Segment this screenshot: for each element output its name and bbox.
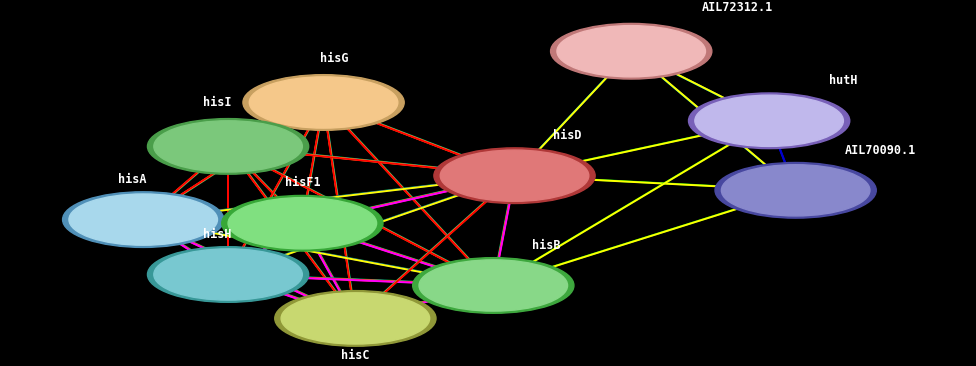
Text: hisG: hisG [320,52,348,65]
Circle shape [62,192,224,247]
Circle shape [228,198,377,249]
Circle shape [154,121,303,172]
Circle shape [434,148,595,203]
Circle shape [550,23,712,79]
Circle shape [154,249,303,300]
Circle shape [275,291,436,346]
Text: hisA: hisA [118,173,146,186]
Text: hisF1: hisF1 [285,176,320,190]
Circle shape [147,119,308,174]
Circle shape [413,258,574,313]
Circle shape [440,150,589,201]
Text: hisI: hisI [203,96,231,109]
Text: hisD: hisD [553,129,582,142]
Circle shape [281,293,429,344]
Circle shape [557,26,706,77]
Circle shape [243,75,404,130]
Circle shape [249,77,398,128]
Text: AIL72312.1: AIL72312.1 [702,1,773,14]
Text: hisC: hisC [342,348,370,362]
Text: hutH: hutH [830,74,858,87]
Text: hisB: hisB [532,239,560,252]
Text: AIL70090.1: AIL70090.1 [845,143,916,157]
Text: hisH: hisH [203,228,231,241]
Circle shape [695,95,843,146]
Circle shape [147,247,308,302]
Circle shape [69,194,218,245]
Circle shape [222,195,383,251]
Circle shape [419,260,568,311]
Circle shape [715,163,876,218]
Circle shape [721,165,870,216]
Circle shape [688,93,850,149]
